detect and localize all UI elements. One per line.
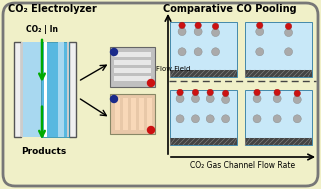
Circle shape — [176, 95, 184, 103]
Bar — [21, 42, 41, 137]
Circle shape — [256, 22, 263, 29]
Circle shape — [294, 90, 300, 97]
Bar — [147, 98, 152, 130]
Circle shape — [176, 115, 184, 123]
Circle shape — [148, 126, 154, 133]
Bar — [170, 22, 237, 77]
Bar — [115, 98, 120, 130]
Bar — [41, 42, 69, 137]
Circle shape — [191, 115, 199, 123]
Bar — [245, 138, 312, 145]
FancyBboxPatch shape — [3, 3, 318, 186]
Circle shape — [110, 95, 117, 102]
Bar — [245, 90, 312, 145]
Circle shape — [206, 95, 214, 103]
Circle shape — [195, 22, 201, 29]
Circle shape — [194, 48, 202, 56]
Bar — [131, 98, 136, 130]
Circle shape — [222, 90, 229, 97]
Text: CO₂ Electrolyzer: CO₂ Electrolyzer — [8, 4, 97, 14]
Text: Products: Products — [22, 147, 67, 156]
Circle shape — [194, 28, 202, 36]
Circle shape — [191, 95, 199, 103]
Circle shape — [273, 95, 281, 103]
Bar — [58, 42, 64, 137]
Bar — [69, 42, 76, 137]
Circle shape — [284, 29, 292, 36]
Circle shape — [285, 23, 292, 29]
Circle shape — [110, 49, 117, 56]
Bar — [44, 42, 47, 137]
Circle shape — [148, 80, 154, 87]
Bar — [114, 76, 151, 81]
Circle shape — [221, 115, 230, 123]
Bar — [123, 98, 128, 130]
Bar — [114, 68, 151, 73]
Circle shape — [293, 115, 301, 123]
Circle shape — [178, 28, 186, 36]
Bar — [245, 70, 312, 77]
Bar — [110, 47, 155, 87]
Circle shape — [293, 96, 301, 104]
Bar — [110, 94, 155, 134]
Bar — [170, 70, 237, 77]
Bar — [245, 22, 312, 77]
Circle shape — [254, 89, 260, 96]
Text: Flow Field: Flow Field — [156, 66, 190, 72]
Text: CO₂ | In: CO₂ | In — [26, 25, 58, 34]
Circle shape — [273, 115, 281, 123]
Text: CO₂ Gas Channel Flow Rate: CO₂ Gas Channel Flow Rate — [190, 161, 296, 170]
Bar — [67, 42, 69, 137]
Circle shape — [212, 29, 220, 36]
Circle shape — [192, 89, 199, 96]
Circle shape — [206, 115, 214, 123]
Circle shape — [212, 48, 220, 56]
Bar — [14, 42, 21, 137]
Circle shape — [207, 89, 213, 96]
Text: Comparative CO Pooling: Comparative CO Pooling — [163, 4, 297, 14]
Circle shape — [274, 89, 280, 96]
Circle shape — [256, 28, 264, 36]
Bar — [139, 98, 144, 130]
Circle shape — [179, 22, 185, 29]
Circle shape — [256, 48, 264, 56]
Bar — [21, 42, 23, 137]
Circle shape — [221, 96, 230, 104]
Bar — [170, 138, 237, 145]
Bar — [114, 60, 151, 65]
Circle shape — [178, 48, 186, 56]
Circle shape — [177, 89, 183, 96]
Circle shape — [284, 48, 292, 56]
Circle shape — [253, 115, 261, 123]
Bar — [114, 52, 151, 57]
Circle shape — [213, 23, 219, 29]
Circle shape — [253, 95, 261, 103]
Bar — [170, 90, 237, 145]
